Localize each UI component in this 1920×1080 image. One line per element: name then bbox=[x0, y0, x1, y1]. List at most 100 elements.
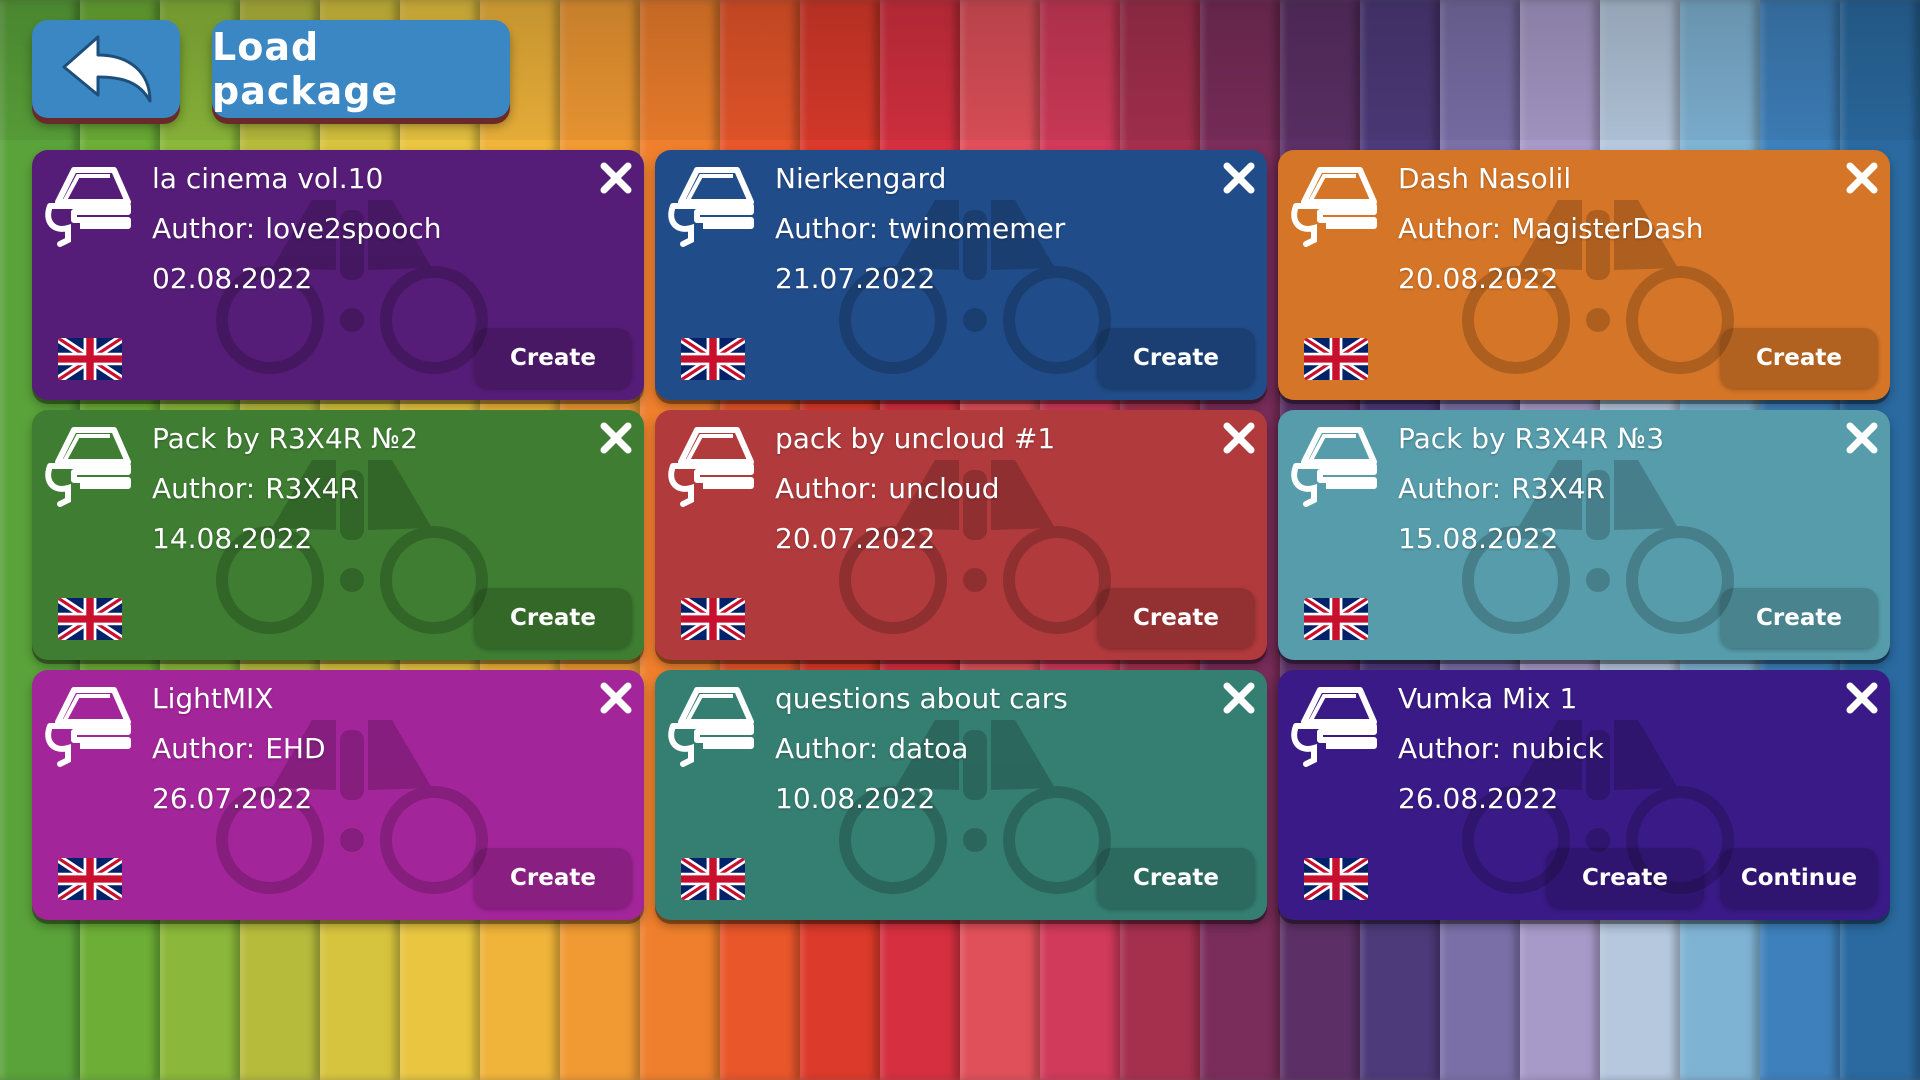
book-icon bbox=[1290, 682, 1380, 772]
package-card[interactable]: LightMIX Author: EHD 26.07.2022 Create bbox=[32, 670, 644, 920]
package-card[interactable]: la cinema vol.10 Author: love2spooch 02.08.… bbox=[32, 150, 644, 400]
cinema-camera-icon bbox=[212, 180, 492, 380]
cinema-camera-icon bbox=[1458, 440, 1738, 640]
close-icon[interactable] bbox=[1221, 160, 1257, 196]
uk-flag-icon bbox=[681, 338, 745, 380]
create-button[interactable]: Create bbox=[474, 328, 632, 388]
create-label: Create bbox=[1582, 865, 1668, 891]
create-button[interactable]: Create bbox=[474, 848, 632, 908]
create-label: Create bbox=[510, 865, 596, 891]
package-date: 20.08.2022 bbox=[1398, 262, 1559, 295]
package-date: 15.08.2022 bbox=[1398, 522, 1559, 555]
uk-flag-icon bbox=[58, 858, 122, 900]
load-package-button[interactable]: Load package bbox=[212, 20, 510, 118]
close-icon[interactable] bbox=[1844, 420, 1880, 456]
author-name: twinomemer bbox=[888, 212, 1066, 245]
create-label: Create bbox=[1133, 345, 1219, 371]
close-icon[interactable] bbox=[1221, 680, 1257, 716]
author-name: nubick bbox=[1511, 732, 1604, 765]
close-icon[interactable] bbox=[598, 420, 634, 456]
package-title: la cinema vol.10 bbox=[152, 162, 384, 195]
book-icon bbox=[1290, 422, 1380, 512]
package-date: 26.08.2022 bbox=[1398, 782, 1559, 815]
uk-flag-icon bbox=[681, 598, 745, 640]
create-button[interactable]: Create bbox=[1720, 588, 1878, 648]
create-label: Create bbox=[1133, 865, 1219, 891]
create-button[interactable]: Create bbox=[1097, 588, 1255, 648]
author-name: love2spooch bbox=[265, 212, 442, 245]
package-date: 20.07.2022 bbox=[775, 522, 936, 555]
close-icon[interactable] bbox=[598, 680, 634, 716]
load-package-label: Load package bbox=[212, 25, 399, 113]
uk-flag-icon bbox=[58, 338, 122, 380]
uk-flag-icon bbox=[58, 598, 122, 640]
create-button[interactable]: Create bbox=[474, 588, 632, 648]
package-title: LightMIX bbox=[152, 682, 274, 715]
author-label: Author: bbox=[775, 212, 879, 245]
book-icon bbox=[44, 422, 134, 512]
package-title: questions about cars bbox=[775, 682, 1068, 715]
package-author: Author: MagisterDash bbox=[1398, 212, 1703, 245]
author-label: Author: bbox=[1398, 732, 1502, 765]
package-title: pack by uncloud #1 bbox=[775, 422, 1056, 455]
cinema-camera-icon bbox=[1458, 700, 1738, 900]
package-card[interactable]: Nierkengard Author: twinomemer 21.07.2022 Cr… bbox=[655, 150, 1267, 400]
cinema-camera-icon bbox=[835, 440, 1115, 640]
book-icon bbox=[667, 422, 757, 512]
close-icon[interactable] bbox=[1844, 160, 1880, 196]
author-name: R3X4R bbox=[265, 472, 359, 505]
package-title: Vumka Mix 1 bbox=[1398, 682, 1578, 715]
create-button[interactable]: Create bbox=[1720, 328, 1878, 388]
package-author: Author: love2spooch bbox=[152, 212, 442, 245]
cinema-camera-icon bbox=[835, 700, 1115, 900]
create-label: Create bbox=[510, 605, 596, 631]
package-date: 26.07.2022 bbox=[152, 782, 313, 815]
package-card[interactable]: questions about cars Author: datoa 10.08.20… bbox=[655, 670, 1267, 920]
package-title: Pack by R3X4R №3 bbox=[1398, 422, 1665, 455]
create-button[interactable]: Create bbox=[1546, 848, 1704, 908]
package-date: 10.08.2022 bbox=[775, 782, 936, 815]
continue-label: Continue bbox=[1740, 865, 1858, 891]
package-author: Author: R3X4R bbox=[152, 472, 359, 505]
cinema-camera-icon bbox=[212, 440, 492, 640]
package-author: Author: R3X4R bbox=[1398, 472, 1605, 505]
package-author: Author: uncloud bbox=[775, 472, 1000, 505]
uk-flag-icon bbox=[1304, 858, 1368, 900]
package-author: Author: twinomemer bbox=[775, 212, 1065, 245]
author-label: Author: bbox=[152, 212, 256, 245]
author-label: Author: bbox=[1398, 212, 1502, 245]
continue-button[interactable]: Continue bbox=[1720, 848, 1878, 908]
create-label: Create bbox=[1756, 605, 1842, 631]
package-card[interactable]: Pack by R3X4R №2 Author: R3X4R 14.08.2022 Cr… bbox=[32, 410, 644, 660]
package-title: Pack by R3X4R №2 bbox=[152, 422, 419, 455]
package-card[interactable]: Pack by R3X4R №3 Author: R3X4R 15.08.2022 Cr… bbox=[1278, 410, 1890, 660]
author-label: Author: bbox=[1398, 472, 1502, 505]
author-label: Author: bbox=[775, 732, 879, 765]
book-icon bbox=[44, 682, 134, 772]
package-author: Author: datoa bbox=[775, 732, 968, 765]
create-button[interactable]: Create bbox=[1097, 328, 1255, 388]
close-icon[interactable] bbox=[598, 160, 634, 196]
cinema-camera-icon bbox=[1458, 180, 1738, 380]
package-author: Author: nubick bbox=[1398, 732, 1604, 765]
cinema-camera-icon bbox=[835, 180, 1115, 380]
back-button[interactable] bbox=[32, 20, 180, 118]
uk-flag-icon bbox=[1304, 338, 1368, 380]
package-date: 14.08.2022 bbox=[152, 522, 313, 555]
create-label: Create bbox=[510, 345, 596, 371]
package-card[interactable]: pack by uncloud #1 Author: uncloud 20.07.20… bbox=[655, 410, 1267, 660]
package-card[interactable]: Vumka Mix 1 Author: nubick 26.08.2022 Create… bbox=[1278, 670, 1890, 920]
uk-flag-icon bbox=[1304, 598, 1368, 640]
author-label: Author: bbox=[152, 732, 256, 765]
author-name: R3X4R bbox=[1511, 472, 1605, 505]
create-label: Create bbox=[1133, 605, 1219, 631]
close-icon[interactable] bbox=[1221, 420, 1257, 456]
package-card[interactable]: Dash Nasolil Author: MagisterDash 20.08.202… bbox=[1278, 150, 1890, 400]
create-button[interactable]: Create bbox=[1097, 848, 1255, 908]
author-name: datoa bbox=[888, 732, 969, 765]
book-icon bbox=[667, 162, 757, 252]
book-icon bbox=[1290, 162, 1380, 252]
book-icon bbox=[667, 682, 757, 772]
package-author: Author: EHD bbox=[152, 732, 326, 765]
close-icon[interactable] bbox=[1844, 680, 1880, 716]
